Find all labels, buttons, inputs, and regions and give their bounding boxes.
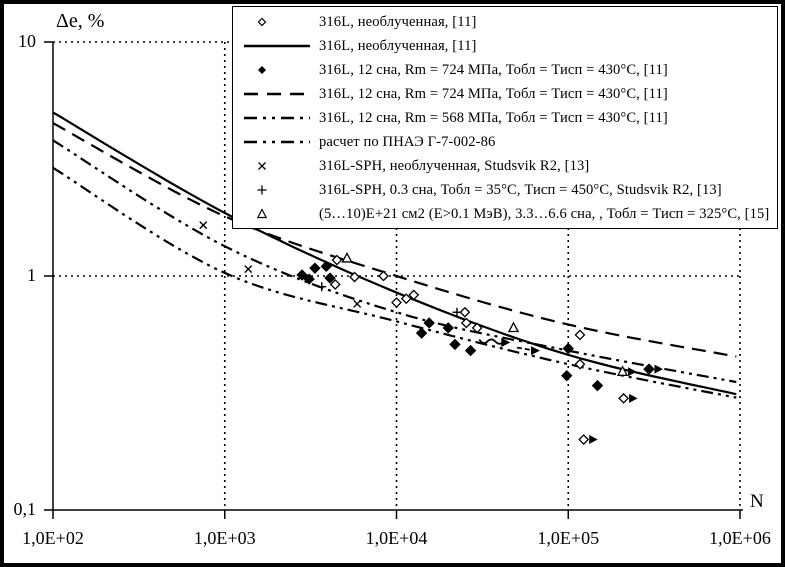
- chart-canvas: [44, 41, 743, 519]
- legend-item-5: расчет по ПНАЭ Г-7-002-86: [235, 130, 775, 154]
- open-diamond-marker: [574, 329, 586, 341]
- open-diamond-marker: [460, 317, 472, 329]
- curve-dashdot-3: [52, 166, 737, 399]
- y-tick-label: 10: [18, 31, 36, 51]
- legend-sample: [235, 110, 319, 126]
- open-diamond-marker: [471, 322, 483, 334]
- x-axis-title: N: [750, 491, 764, 512]
- legend-sample: [235, 158, 319, 174]
- filled-diamond-marker: [324, 272, 336, 284]
- triangle-marker: [507, 321, 520, 333]
- filled-diamond-icon: [258, 66, 266, 74]
- dash-runout-line: [516, 346, 533, 351]
- filled-diamond-marker: [309, 262, 321, 274]
- chart-legend: 316L, необлученная, [11] 316L, необлученн…: [232, 6, 778, 229]
- filled-diamond-marker: [303, 273, 315, 285]
- runout-arrow: [654, 364, 663, 374]
- legend-sample-glyph: [244, 92, 310, 96]
- legend-sample: [235, 38, 319, 54]
- y-tick-label: 1: [27, 265, 36, 285]
- legend-item-3: 316L, 12 сна, Rm = 724 МПа, Тобл = Тисп …: [235, 82, 775, 106]
- open-diamond-marker: [349, 271, 360, 283]
- legend-item-1: 316L, необлученная, [11]: [235, 34, 775, 58]
- plus-icon: [257, 185, 267, 195]
- x-tick-label: 1,0E+03: [193, 528, 256, 548]
- legend-item-6: 316L-SPH, необлученная, Studsvik R2, [13…: [235, 154, 775, 178]
- legend-label: 316L, 12 сна, Rm = 724 МПа, Тобл = Тисп …: [319, 85, 668, 102]
- filled-diamond-marker: [442, 322, 454, 334]
- legend-sample-glyph: [244, 140, 310, 144]
- legend-item-4: 316L, 12 сна, Rm = 568 МПа, Тобл = Тисп …: [235, 106, 775, 130]
- x-marker: [244, 265, 253, 274]
- runout-arrow: [629, 393, 638, 403]
- wavy-runout-line: [478, 338, 504, 345]
- legend-sample-glyph: [258, 66, 266, 74]
- legend-sample-glyph: [244, 116, 310, 120]
- y-tick-label: 0,1: [13, 499, 37, 519]
- x-tick-label: 1,0E+02: [22, 528, 84, 548]
- legend-sample-glyph: [258, 162, 266, 170]
- legend-sample-glyph: [257, 185, 267, 195]
- runout-arrow: [530, 346, 540, 356]
- legend-sample: [235, 86, 319, 102]
- x-tick-label: 1,0E+05: [537, 528, 600, 548]
- open-diamond-marker: [378, 270, 389, 282]
- legend-label: 316L-SPH, необлученная, Studsvik R2, [13…: [319, 157, 590, 174]
- open-diamond-marker: [459, 306, 471, 318]
- legend-label: 316L, необлученная, [11]: [319, 13, 477, 30]
- open-diamond-marker: [329, 279, 341, 290]
- curve-longdash-1: [52, 122, 737, 358]
- open-diamond-marker: [331, 254, 343, 266]
- legend-sample: [235, 134, 319, 150]
- legend-label: 316L-SPH, 0.3 сна, Тобл = 35°С, Тисп = 4…: [319, 181, 722, 198]
- triangle-icon: [256, 208, 268, 219]
- legend-item-0: 316L, необлученная, [11]: [235, 10, 775, 34]
- legend-sample: [235, 206, 319, 222]
- legend-sample-glyph: [257, 17, 267, 27]
- runout-arrow: [501, 337, 511, 347]
- filled-diamond-marker: [423, 317, 435, 329]
- legend-item-2: 316L, 12 сна, Rm = 724 МПа, Тобл = Тисп …: [235, 58, 775, 82]
- legend-item-7: 316L-SPH, 0.3 сна, Тобл = 35°С, Тисп = 4…: [235, 178, 775, 202]
- filled-diamond-marker: [449, 338, 461, 351]
- open-diamond-marker: [578, 434, 590, 445]
- filled-diamond-marker: [561, 369, 573, 382]
- x-tick-label: 1,0E+04: [365, 528, 428, 548]
- open-diamond-marker: [391, 297, 402, 308]
- x-marker: [199, 221, 208, 230]
- runout-arrow: [628, 367, 637, 377]
- open-diamond-marker: [400, 293, 412, 305]
- open-diamond-marker: [574, 358, 586, 370]
- filled-diamond-marker: [320, 260, 332, 273]
- legend-label: расчет по ПНАЭ Г-7-002-86: [319, 133, 496, 150]
- legend-sample: [235, 62, 319, 78]
- x-tick-label: 1,0E+06: [709, 528, 771, 548]
- triangle-marker: [341, 251, 353, 263]
- open-diamond-marker: [408, 289, 420, 301]
- filled-diamond-marker: [643, 363, 655, 375]
- filled-diamond-marker: [415, 327, 428, 339]
- x-marker: [353, 299, 362, 308]
- filled-diamond-marker: [464, 344, 477, 357]
- filled-diamond-marker: [562, 342, 574, 355]
- legend-sample-glyph: [256, 208, 268, 219]
- legend-sample: [235, 14, 319, 30]
- runout-arrow: [589, 435, 598, 445]
- open-diamond-marker: [618, 392, 630, 404]
- y-axis-title: Δe, %: [56, 10, 105, 32]
- legend-label: 316L, 12 сна, Rm = 568 МПа, Тобл = Тисп …: [319, 109, 668, 126]
- legend-label: 316L, 12 сна, Rm = 724 МПа, Тобл = Тисп …: [319, 61, 668, 78]
- legend-item-8: (5…10)Е+21 см2 (Е>0.1 МэВ), 3.3…6.6 сна,…: [235, 202, 775, 226]
- legend-label: (5…10)Е+21 см2 (Е>0.1 МэВ), 3.3…6.6 сна,…: [319, 205, 770, 222]
- x-icon: [258, 162, 266, 170]
- legend-sample: [235, 182, 319, 198]
- legend-sample-glyph: [244, 44, 310, 48]
- legend-label: 316L, необлученная, [11]: [319, 37, 477, 54]
- filled-diamond-marker: [591, 379, 604, 392]
- triangle-marker: [616, 365, 629, 376]
- filled-diamond-marker: [296, 269, 308, 281]
- open-diamond-icon: [257, 17, 267, 27]
